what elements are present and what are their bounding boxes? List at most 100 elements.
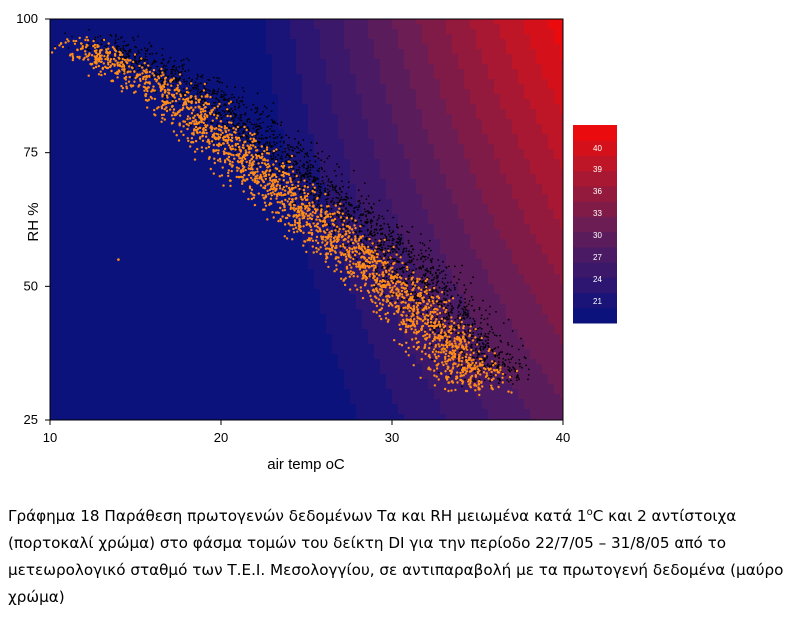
contour-cell (56, 274, 63, 280)
contour-cell (182, 239, 189, 245)
contour-cell (266, 224, 273, 230)
contour-cell (170, 124, 177, 130)
contour-cell (302, 394, 309, 400)
contour-cell (110, 94, 117, 100)
contour-cell (110, 409, 117, 415)
contour-cell (152, 379, 159, 385)
contour-cell (356, 164, 363, 170)
contour-cell (140, 64, 147, 70)
contour-cell (188, 114, 195, 120)
contour-cell (188, 304, 195, 310)
contour-cell (164, 294, 171, 300)
contour-cell (260, 249, 267, 255)
contour-cell (284, 129, 291, 135)
contour-cell (344, 319, 351, 325)
contour-cell (194, 399, 201, 405)
contour-cell (266, 359, 273, 365)
contour-cell (116, 124, 123, 130)
contour-cell (272, 134, 279, 140)
contour-cell (182, 124, 189, 130)
contour-cell (290, 399, 297, 405)
contour-cell (350, 139, 357, 145)
contour-cell (380, 34, 387, 40)
contour-cell (338, 264, 345, 270)
contour-cell (80, 364, 87, 370)
contour-cell (104, 404, 111, 410)
contour-cell (260, 84, 267, 90)
contour-cell (320, 24, 327, 30)
contour-cell (356, 174, 363, 180)
contour-cell (122, 259, 129, 265)
contour-cell (272, 344, 279, 350)
contour-cell (272, 229, 279, 235)
contour-cell (146, 159, 153, 165)
contour-cell (350, 29, 357, 35)
contour-cell (410, 179, 417, 185)
contour-cell (218, 409, 225, 415)
contour-cell (134, 44, 141, 50)
contour-cell (212, 359, 219, 365)
contour-cell (242, 369, 249, 375)
contour-cell (308, 214, 315, 220)
contour-cell (410, 64, 417, 70)
contour-cell (110, 359, 117, 365)
contour-cell (392, 44, 399, 50)
contour-cell (392, 219, 399, 225)
contour-cell (188, 219, 195, 225)
contour-cell (314, 409, 321, 415)
contour-cell (326, 29, 333, 35)
contour-cell (320, 374, 327, 380)
contour-cell (398, 39, 405, 45)
contour-cell (236, 179, 243, 185)
contour-cell (368, 109, 375, 115)
contour-cell (362, 139, 369, 145)
contour-cell (200, 404, 207, 410)
contour-cell (284, 359, 291, 365)
contour-cell (296, 104, 303, 110)
contour-cell (248, 334, 255, 340)
contour-cell (314, 104, 321, 110)
contour-cell (386, 389, 393, 395)
contour-cell (386, 44, 393, 50)
contour-cell (338, 24, 345, 30)
contour-cell (122, 384, 129, 390)
contour-cell (350, 294, 357, 300)
contour-cell (158, 159, 165, 165)
contour-cell (170, 139, 177, 145)
contour-cell (368, 339, 375, 345)
contour-cell (392, 69, 399, 75)
contour-cell (236, 349, 243, 355)
contour-cell (398, 174, 405, 180)
contour-cell (350, 379, 357, 385)
contour-cell (116, 269, 123, 275)
contour-cell (386, 79, 393, 85)
contour-cell (224, 249, 231, 255)
contour-cell (224, 399, 231, 405)
contour-cell (74, 174, 81, 180)
contour-cell (134, 329, 141, 335)
contour-cell (398, 29, 405, 35)
contour-cell (392, 404, 399, 410)
contour-cell (224, 374, 231, 380)
contour-cell (266, 139, 273, 145)
contour-cell (320, 384, 327, 390)
contour-cell (206, 179, 213, 185)
contour-cell (392, 329, 399, 335)
contour-cell (176, 249, 183, 255)
contour-cell (302, 269, 309, 275)
contour-cell (344, 384, 351, 390)
contour-cell (314, 139, 321, 145)
contour-cell (146, 289, 153, 295)
contour-cell (410, 314, 417, 320)
contour-cell (110, 354, 117, 360)
contour-cell (206, 304, 213, 310)
contour-cell (218, 194, 225, 200)
contour-cell (134, 304, 141, 310)
contour-cell (116, 149, 123, 155)
contour-cell (212, 34, 219, 40)
contour-cell (278, 39, 285, 45)
contour-cell (242, 289, 249, 295)
contour-cell (344, 29, 351, 35)
contour-cell (164, 324, 171, 330)
contour-cell (134, 339, 141, 345)
